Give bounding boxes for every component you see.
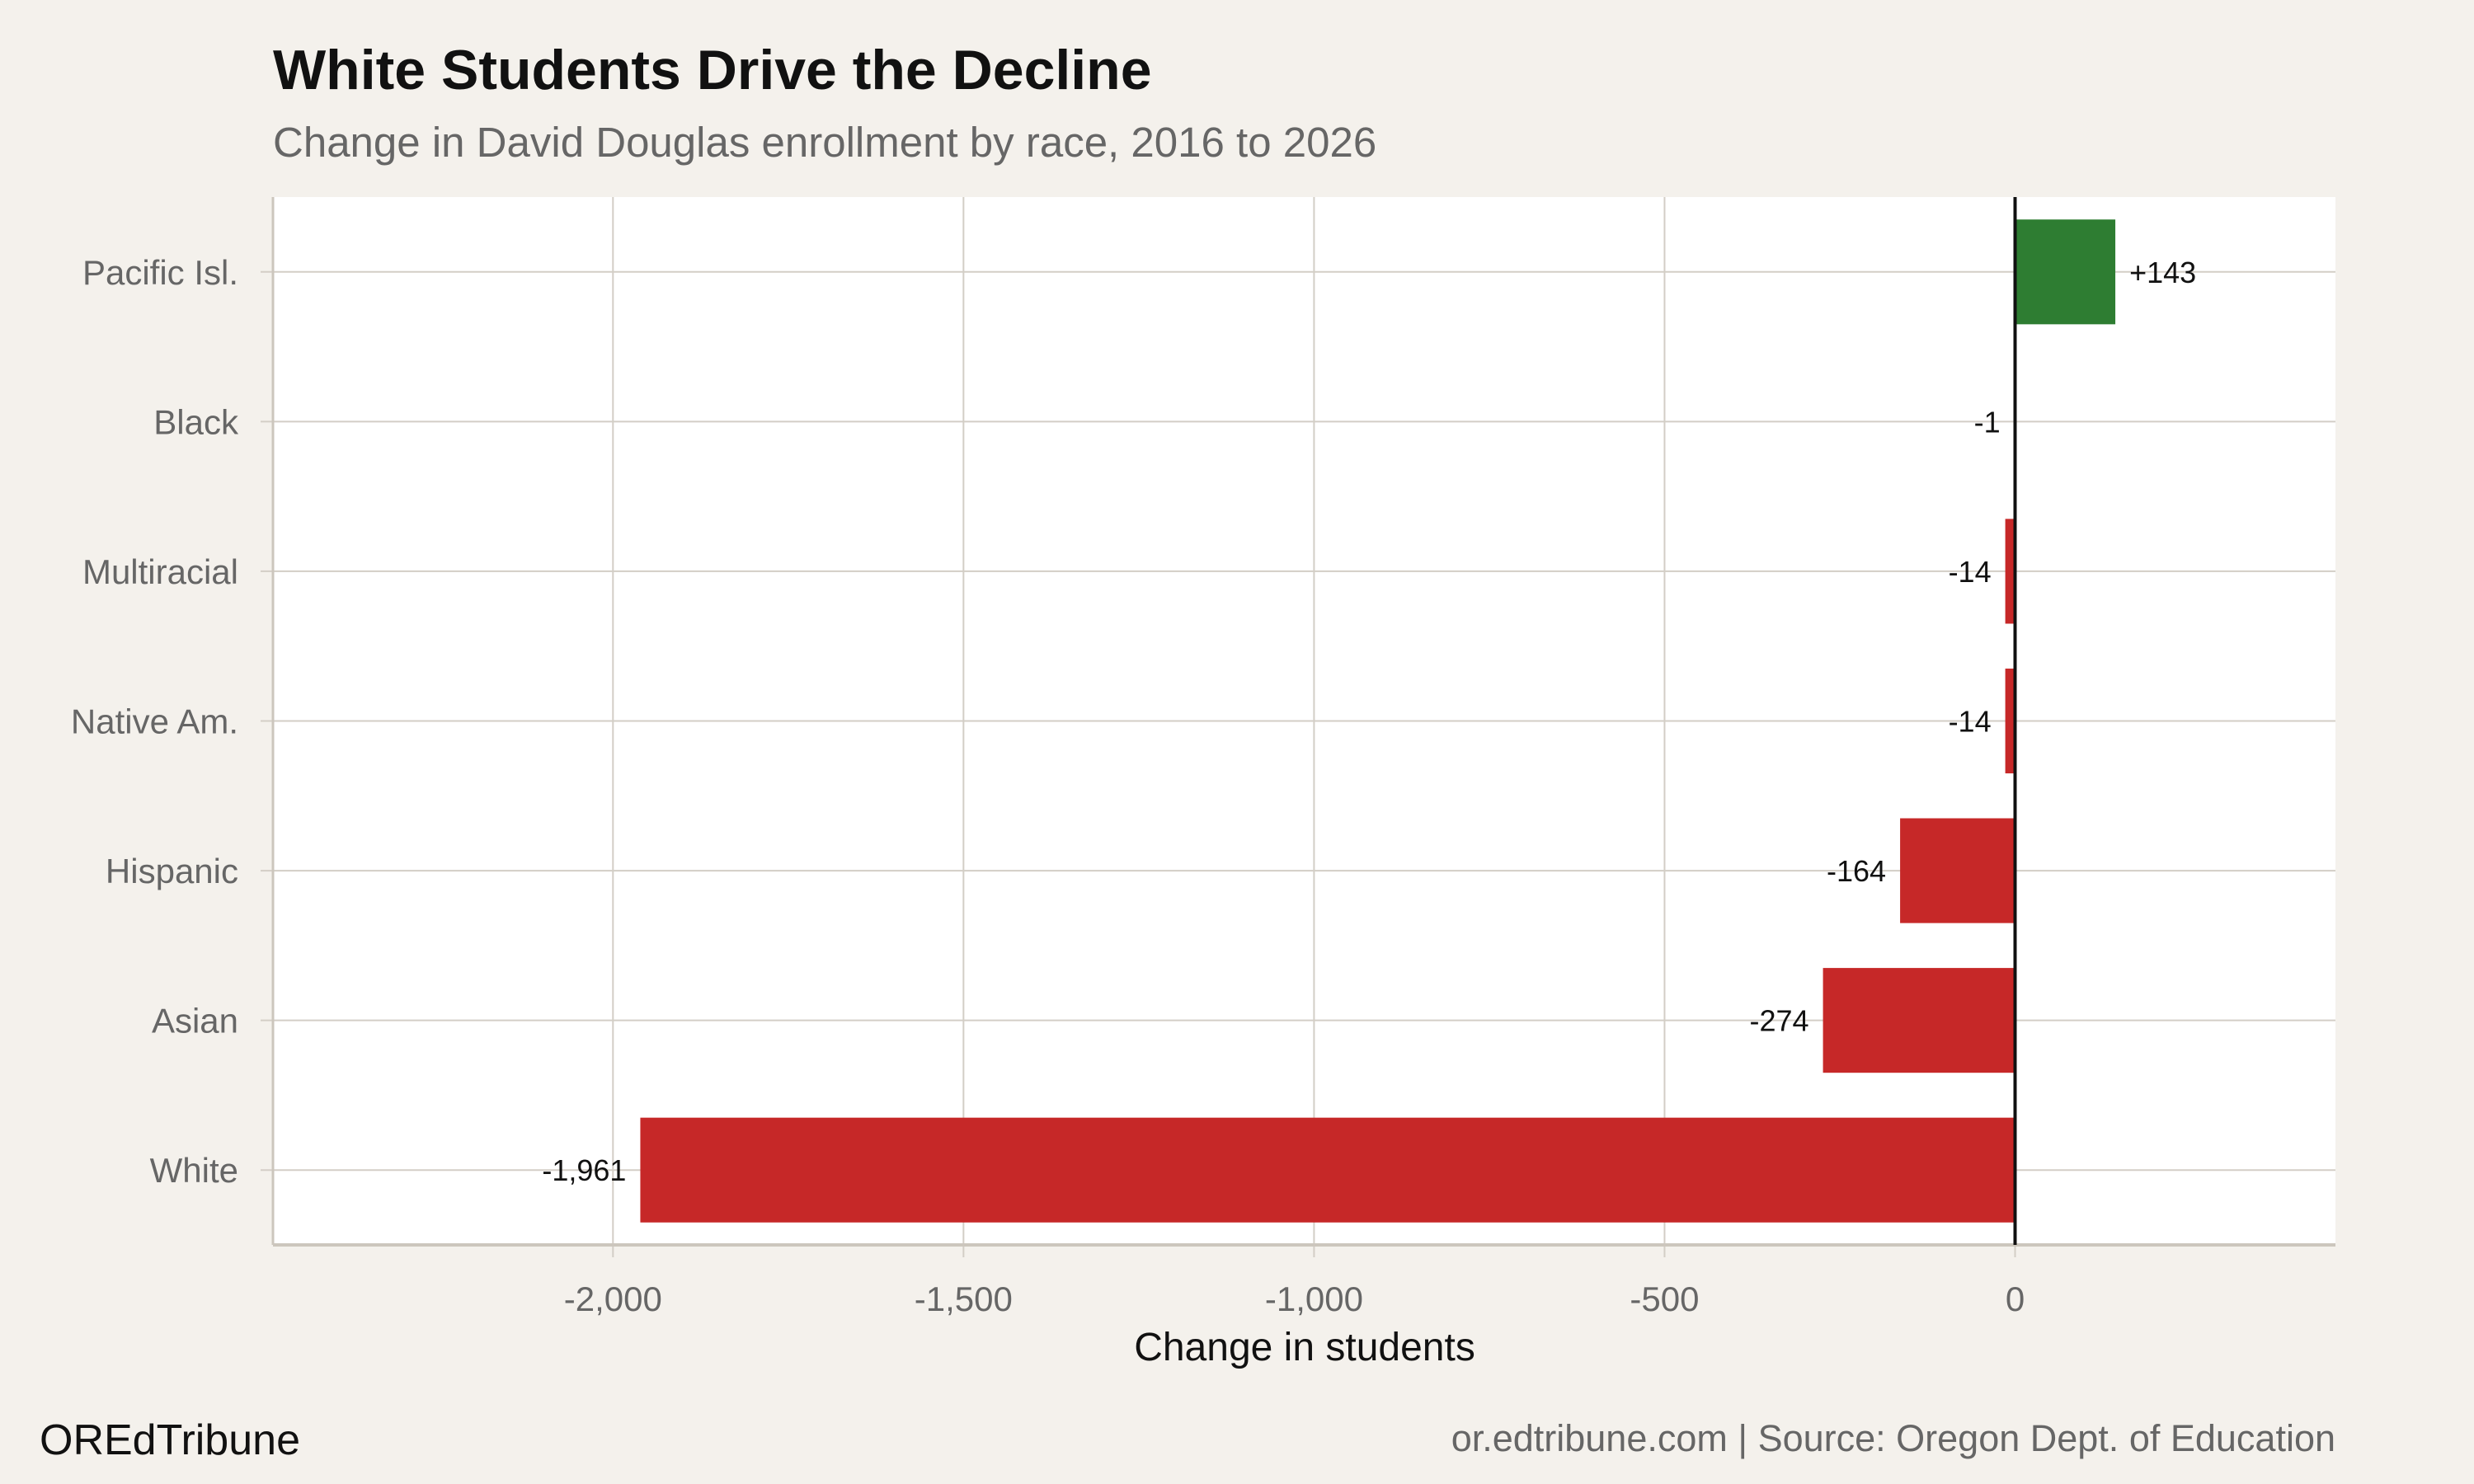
y-tick-label: Hispanic — [106, 852, 238, 890]
chart-subtitle: Change in David Douglas enrollment by ra… — [273, 119, 1376, 166]
footer-brand: OREdTribune — [40, 1416, 300, 1464]
y-tick-label: Pacific Isl. — [82, 253, 238, 292]
bar-multiracial — [2005, 519, 2015, 624]
y-tick-label: Black — [153, 402, 239, 441]
x-tick-label: -1,500 — [915, 1280, 1013, 1318]
data-label: -14 — [1949, 555, 1992, 589]
x-tick-label: -500 — [1630, 1280, 1699, 1318]
x-tick-label: 0 — [2006, 1280, 2025, 1318]
data-label: +143 — [2129, 256, 2196, 289]
chart-title: White Students Drive the Decline — [273, 39, 1152, 101]
bar-asian — [1823, 968, 2015, 1073]
plot-area: -2,000 -1,500 -1,000 -500 0 Pacific Isl. Black… — [71, 197, 2335, 1318]
data-label: -1,961 — [542, 1153, 626, 1187]
y-tick-label: Asian — [152, 1002, 238, 1040]
y-tick-label: White — [150, 1151, 238, 1190]
y-tick-label: Native Am. — [71, 702, 238, 741]
y-tick-label: Multiracial — [82, 552, 238, 591]
bar-white — [640, 1117, 2015, 1223]
x-tick-label: -1,000 — [1265, 1280, 1363, 1318]
x-tick-label: -2,000 — [564, 1280, 662, 1318]
data-label: -1 — [1974, 405, 2001, 439]
bar-native-am — [2005, 668, 2015, 774]
x-axis-title: Change in students — [1134, 1326, 1475, 1369]
footer-source: or.edtribune.com | Source: Oregon Dept. … — [1451, 1417, 2335, 1459]
data-label: -274 — [1750, 1004, 1809, 1038]
bar-pacific-isl — [2015, 219, 2116, 325]
data-label: -14 — [1949, 705, 1992, 739]
data-label: -164 — [1827, 854, 1886, 888]
bar-hispanic — [1900, 818, 2015, 923]
